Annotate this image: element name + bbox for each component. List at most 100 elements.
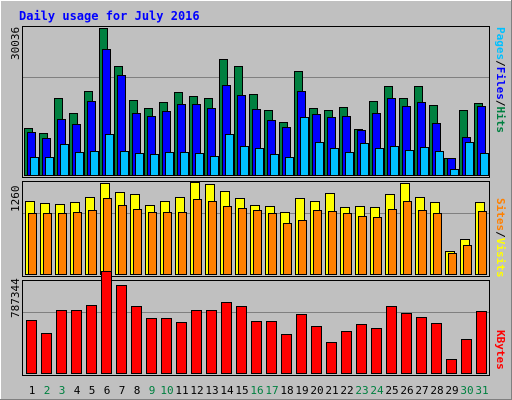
- day-label: 14: [220, 384, 234, 397]
- legend-sites: Sites: [494, 198, 507, 231]
- sites-bar: [448, 253, 457, 275]
- legend-sep-2: /: [494, 100, 507, 107]
- kbytes-bar: [356, 324, 367, 374]
- pages-bar: [360, 143, 369, 176]
- kbytes-bar: [131, 306, 142, 374]
- sites-bar: [148, 212, 157, 275]
- kbytes-bar: [206, 310, 217, 374]
- day-label: 30: [460, 384, 473, 397]
- pages-bar: [405, 150, 414, 176]
- sites-bar: [283, 223, 292, 275]
- kbytes-bar: [41, 333, 52, 374]
- kbytes-bar: [236, 306, 247, 374]
- kbytes-bar: [176, 322, 187, 374]
- sites-bar: [223, 206, 232, 275]
- sites-bar: [88, 210, 97, 275]
- pages-bar: [150, 154, 159, 176]
- day-label: 6: [104, 384, 111, 397]
- pages-bar: [90, 151, 99, 176]
- sites-bar: [118, 205, 127, 275]
- kbytes-bar: [311, 326, 322, 374]
- pages-bar: [240, 146, 249, 176]
- kbytes-bar: [446, 359, 457, 374]
- kbytes-bar: [161, 318, 172, 374]
- day-label: 23: [355, 384, 368, 397]
- panel-mid-legend: Sites/Visits: [494, 198, 507, 278]
- sites-bar: [238, 208, 247, 275]
- sites-bar: [103, 198, 112, 275]
- sites-bar: [193, 199, 202, 275]
- sites-bar: [298, 220, 307, 275]
- sites-bar: [58, 213, 67, 275]
- pages-bar: [120, 151, 129, 176]
- sites-bar: [463, 245, 472, 275]
- day-label: 21: [325, 384, 338, 397]
- pages-bar: [105, 134, 114, 176]
- pages-bar: [315, 142, 324, 176]
- day-label: 5: [89, 384, 96, 397]
- day-label: 25: [385, 384, 398, 397]
- day-label: 17: [265, 384, 278, 397]
- pages-bar: [195, 153, 204, 176]
- sites-bar: [43, 213, 52, 275]
- day-label: 19: [295, 384, 308, 397]
- legend-pages: Pages: [494, 27, 507, 60]
- pages-bar: [210, 156, 219, 176]
- day-label: 12: [190, 384, 203, 397]
- kbytes-bar: [431, 323, 442, 374]
- kbytes-bar: [281, 334, 292, 374]
- kbytes-bar: [476, 311, 487, 374]
- day-label: 26: [400, 384, 413, 397]
- chart-marks: [23, 28, 489, 374]
- sites-bar: [418, 210, 427, 275]
- kbytes-bar: [461, 339, 472, 374]
- pages-bar: [165, 152, 174, 176]
- panel-top-legend: Pages/Files/Hits: [494, 27, 507, 133]
- legend-hits: Hits: [494, 107, 507, 134]
- day-label: 4: [74, 384, 81, 397]
- kbytes-bar: [251, 321, 262, 374]
- day-label: 18: [280, 384, 293, 397]
- pages-bar: [390, 146, 399, 176]
- pages-bar: [435, 151, 444, 176]
- kbytes-bar: [26, 320, 37, 374]
- sites-bar: [358, 216, 367, 275]
- kbytes-bar: [386, 306, 397, 374]
- sites-bar: [28, 213, 37, 275]
- pages-bar: [270, 154, 279, 176]
- kbytes-bar: [56, 310, 67, 374]
- pages-bar: [345, 152, 354, 176]
- day-label: 31: [475, 384, 488, 397]
- legend-visits: Visits: [494, 238, 507, 278]
- pages-bar: [60, 144, 69, 176]
- sites-bar: [433, 213, 442, 275]
- panel-mid-ymax-label: 1260: [9, 186, 22, 213]
- day-label: 16: [250, 384, 263, 397]
- sites-bar: [388, 209, 397, 275]
- legend-sep-3: /: [494, 231, 507, 238]
- sites-bar: [253, 210, 262, 275]
- legend-sep-1: /: [494, 60, 507, 67]
- sites-bar: [163, 212, 172, 275]
- kbytes-bar: [341, 331, 352, 374]
- pages-bar: [465, 142, 474, 176]
- sites-bar: [373, 217, 382, 275]
- kbytes-bar: [401, 313, 412, 374]
- day-label: 20: [310, 384, 323, 397]
- kbytes-bar: [191, 310, 202, 374]
- sites-bar: [343, 213, 352, 275]
- day-label: 11: [175, 384, 188, 397]
- sites-bar: [133, 209, 142, 275]
- sites-bar: [313, 210, 322, 275]
- pages-bar: [420, 147, 429, 176]
- day-label: 28: [430, 384, 443, 397]
- day-label: 27: [415, 384, 428, 397]
- pages-bar: [255, 148, 264, 176]
- day-label: 29: [445, 384, 458, 397]
- pages-bar: [180, 152, 189, 176]
- legend-kbytes: KBytes: [494, 330, 507, 370]
- kbytes-bar: [296, 314, 307, 374]
- day-label: 13: [205, 384, 218, 397]
- day-label: 8: [134, 384, 141, 397]
- kbytes-bar: [371, 328, 382, 374]
